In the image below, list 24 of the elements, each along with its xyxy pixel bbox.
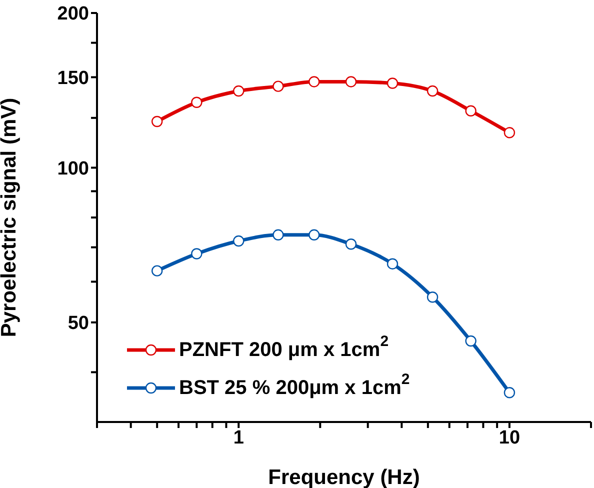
y-axis-title: Pyroelectric signal (mV) xyxy=(0,98,20,338)
y-tick-label: 200 xyxy=(57,4,89,25)
point xyxy=(504,387,516,398)
point xyxy=(151,116,163,128)
y-tick-label: 150 xyxy=(57,68,89,89)
x-axis-title: Frequency (Hz) xyxy=(268,466,420,488)
point xyxy=(504,127,516,138)
legend-label: PZNFT 200 μm x 1cm$^{2}$ xyxy=(179,333,389,362)
x-tick-label: 10 xyxy=(498,427,520,448)
point xyxy=(426,292,438,303)
point xyxy=(426,85,438,97)
point xyxy=(191,248,202,260)
legend-label: BST 25 % 200μm x 1cm$^{2}$ xyxy=(179,371,410,400)
point xyxy=(465,335,476,347)
x-tick-label: 1 xyxy=(233,427,244,448)
point xyxy=(191,96,202,108)
point xyxy=(386,258,398,270)
y-tick-label: 100 xyxy=(57,158,89,180)
point xyxy=(308,229,320,240)
point xyxy=(465,105,476,116)
point xyxy=(151,265,163,276)
point xyxy=(308,76,320,88)
point xyxy=(386,78,398,89)
y-tick-label: 50 xyxy=(68,313,89,334)
